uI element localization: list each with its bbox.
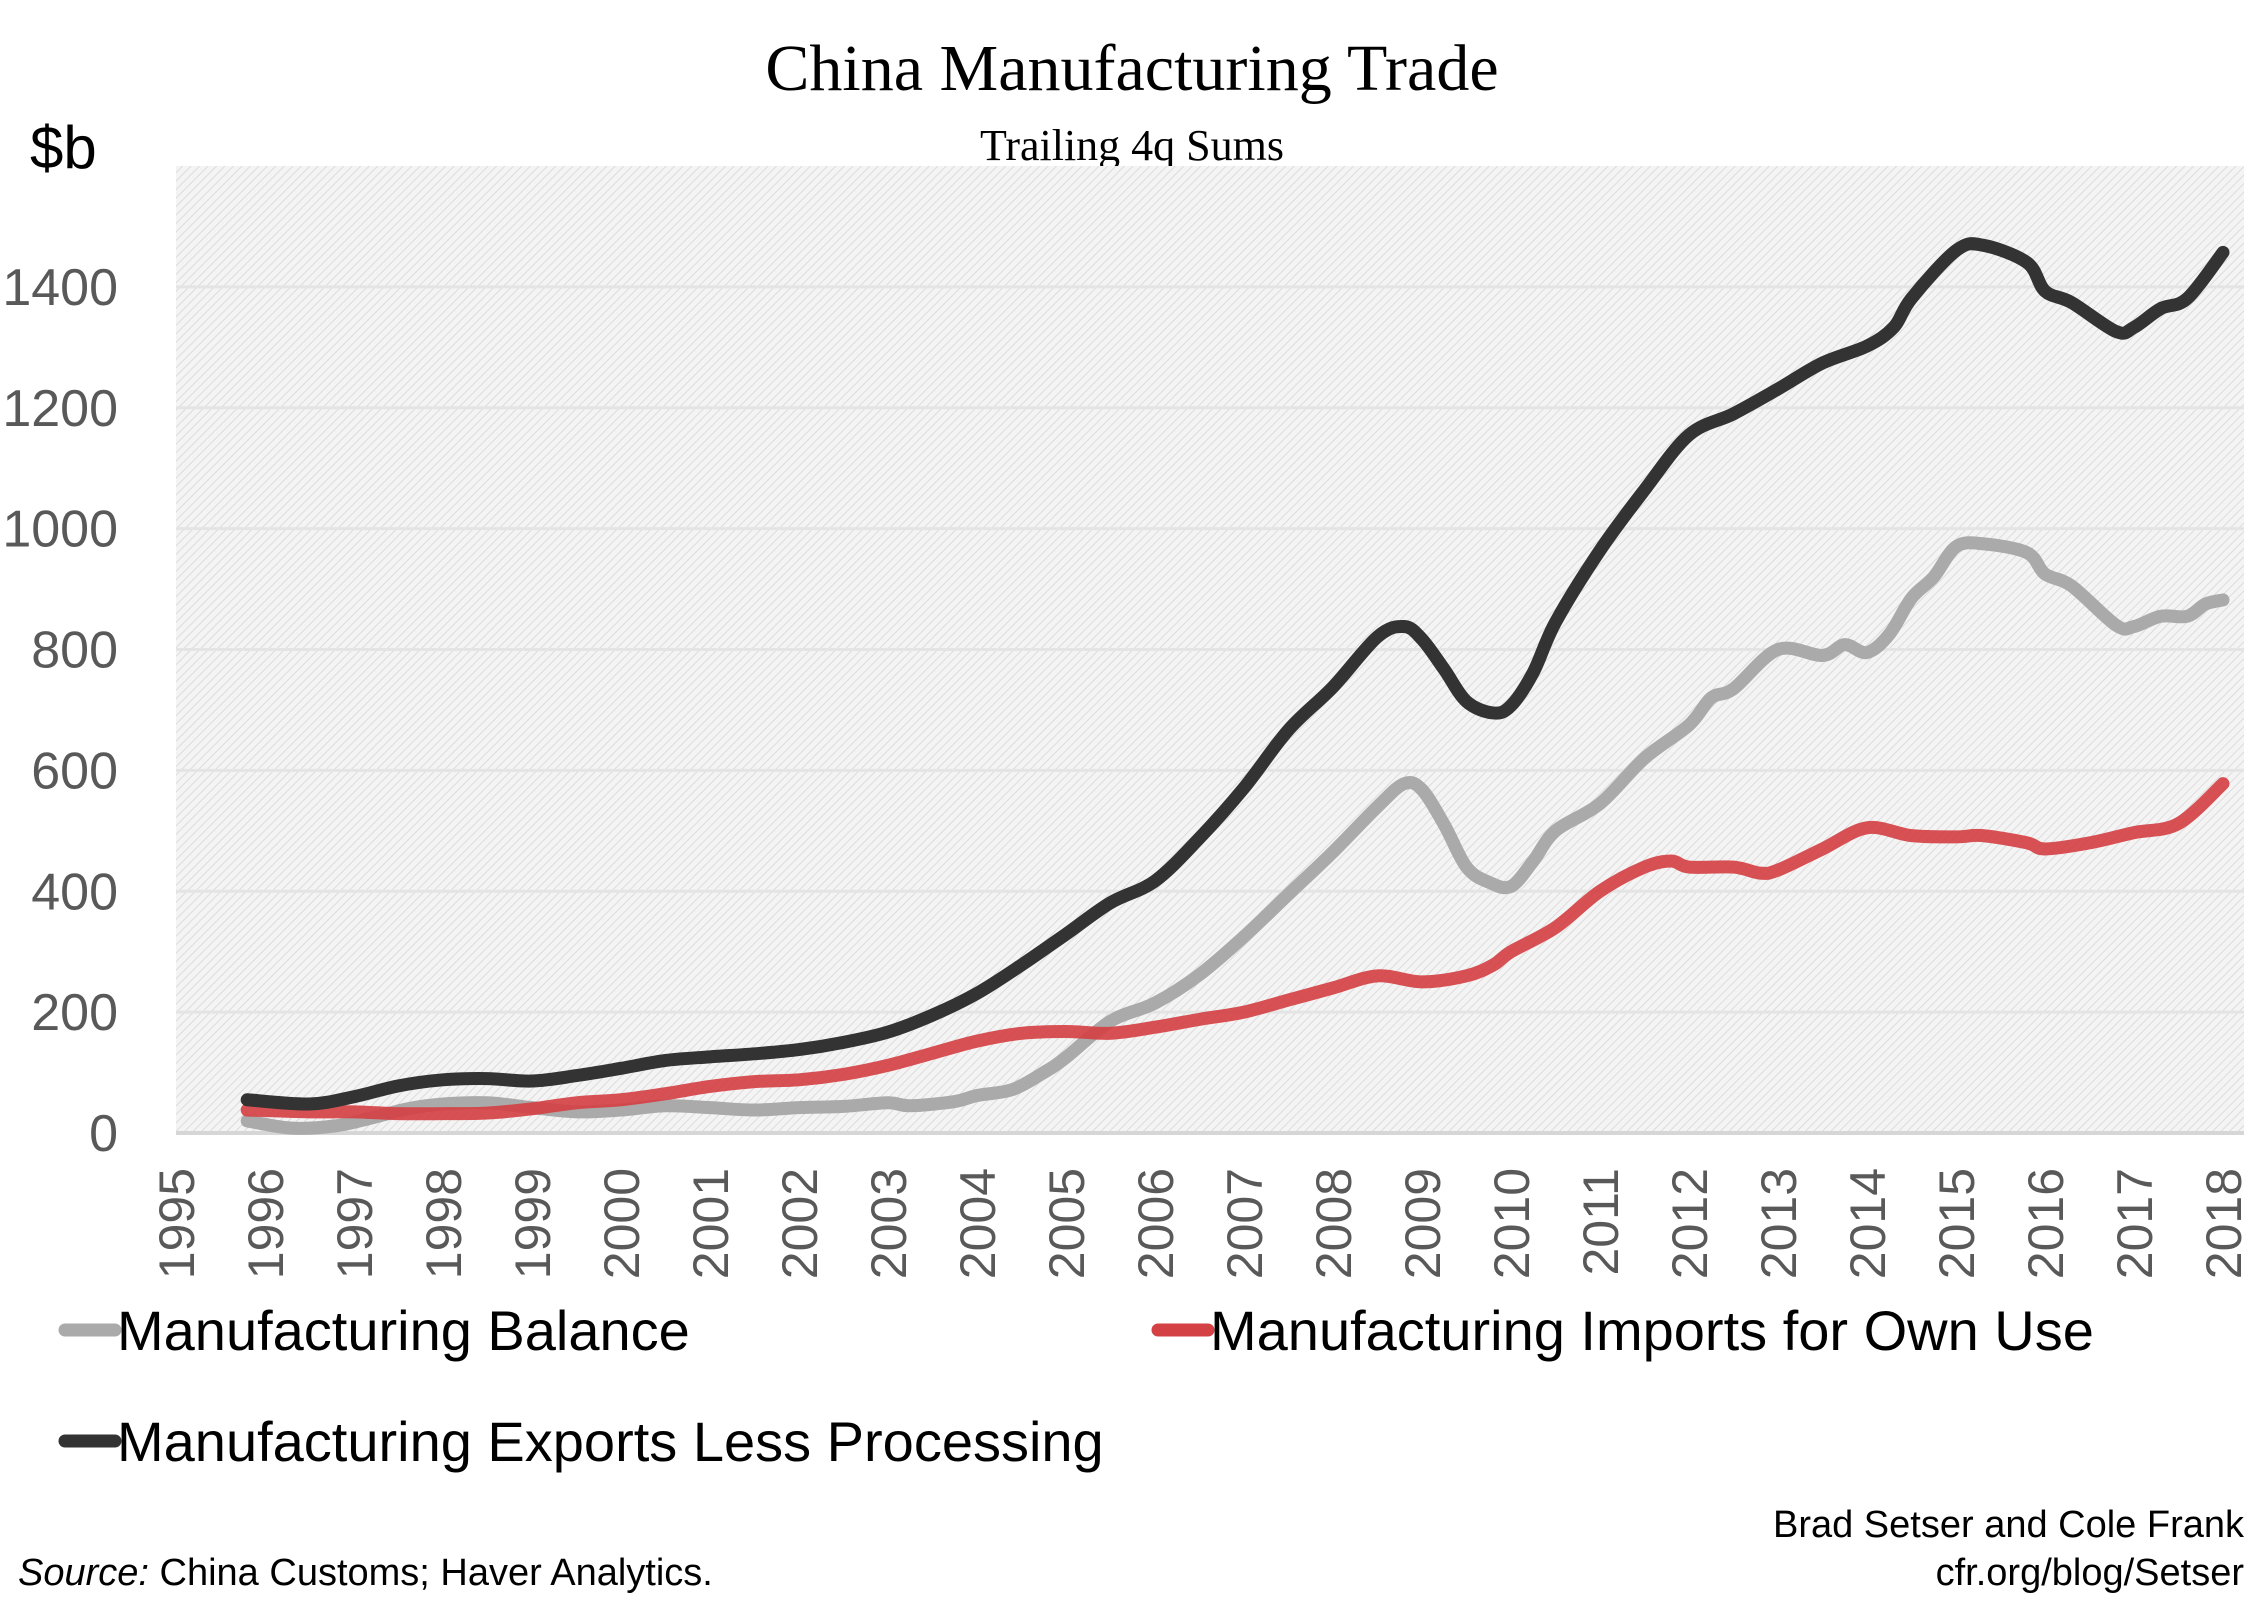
source-label: Source:: [18, 1552, 149, 1594]
y-tick-label: 0: [89, 1105, 118, 1163]
x-tick-label: 2016: [2018, 1168, 2074, 1279]
x-tick-label: 2001: [683, 1168, 739, 1279]
x-tick-label: 2003: [861, 1168, 917, 1279]
x-tick-label: 1997: [327, 1168, 383, 1279]
chart-subtitle: Trailing 4q Sums: [980, 121, 1284, 170]
series-line-manufacturing-imports-for-own-use: [240, 777, 2230, 1121]
y-tick-label: 200: [31, 984, 118, 1042]
x-tick-label: 2009: [1395, 1168, 1451, 1279]
legend-item: Manufacturing Balance: [58, 1299, 690, 1362]
source-note: Source: China Customs; Haver Analytics.: [18, 1552, 713, 1594]
legend-label: Manufacturing Imports for Own Use: [1210, 1299, 2094, 1362]
x-tick-label: 2006: [1128, 1168, 1184, 1279]
y-tick-label: 800: [31, 622, 118, 680]
legend-item: Manufacturing Imports for Own Use: [1151, 1299, 2094, 1362]
y-tick-label: 400: [31, 863, 118, 921]
x-tick-label: 2012: [1662, 1168, 1718, 1279]
x-tick-label: 2011: [1573, 1168, 1629, 1276]
series-lines: [240, 237, 2230, 1135]
legend: Manufacturing Balance Manufacturing Impor…: [58, 1299, 2094, 1473]
x-tick-label: 1999: [505, 1168, 561, 1279]
legend-item: Manufacturing Exports Less Processing: [58, 1410, 1104, 1473]
credits-authors: Brad Setser and Cole Frank: [1773, 1504, 2245, 1546]
x-tick-label: 1998: [416, 1168, 472, 1279]
x-tick-label: 2015: [1929, 1168, 1985, 1279]
x-tick-label: 1995: [149, 1168, 205, 1279]
y-tick-label: 1400: [2, 259, 118, 317]
x-tick-label: 2002: [772, 1168, 828, 1279]
x-tick-label: 2007: [1217, 1168, 1273, 1279]
x-tick-label: 2013: [1751, 1168, 1807, 1279]
x-tick-labels: 1995 1996 1997 1998 1999 2000 2001 2002 2003 2004…: [149, 1168, 2251, 1279]
y-tick-labels: 0 200 400 600 800 1000 1200 1400: [2, 259, 118, 1163]
x-tick-label: 2017: [2107, 1168, 2163, 1279]
x-tick-label: 2004: [950, 1168, 1006, 1279]
x-tick-label: 2018: [2196, 1168, 2251, 1279]
source-text: China Customs; Haver Analytics.: [149, 1552, 713, 1594]
y-tick-label: 1200: [2, 380, 118, 438]
y-tick-label: 1000: [2, 501, 118, 559]
series-line-manufacturing-balance: [240, 536, 2230, 1135]
x-tick-label: 2010: [1484, 1168, 1540, 1279]
chart-title: China Manufacturing Trade: [765, 32, 1498, 105]
legend-label: Manufacturing Exports Less Processing: [117, 1410, 1104, 1473]
y-tick-label: 600: [31, 742, 118, 800]
legend-label: Manufacturing Balance: [117, 1299, 690, 1362]
credits-site: cfr.org/blog/Setser: [1936, 1552, 2245, 1594]
y-axis-unit-label: $b: [30, 114, 97, 181]
x-tick-label: 2000: [594, 1168, 650, 1279]
x-tick-label: 1996: [238, 1168, 294, 1279]
series-line-manufacturing-exports-less-processing: [240, 237, 2230, 1111]
x-tick-label: 2008: [1306, 1168, 1362, 1279]
x-tick-label: 2014: [1840, 1168, 1896, 1279]
x-tick-label: 2005: [1039, 1168, 1095, 1279]
